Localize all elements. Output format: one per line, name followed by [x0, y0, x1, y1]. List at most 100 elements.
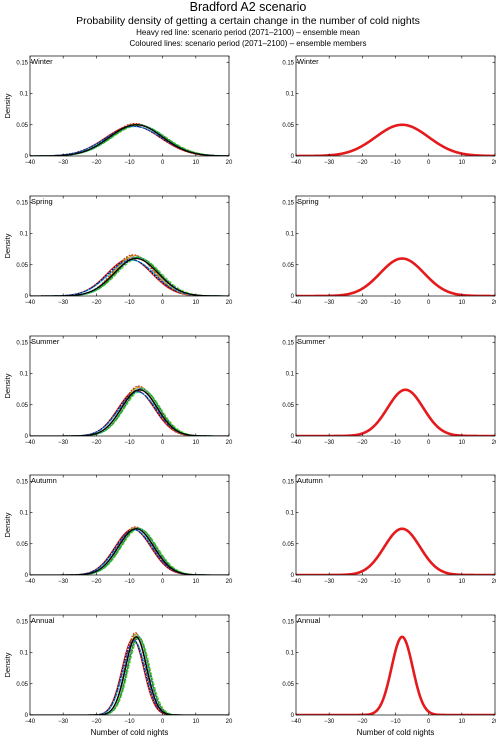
panel-autumn-members: −40 −30 −20 −10 0 10 20 0 0.05 0.1 0.15 Autumn Densi… [3, 474, 233, 585]
y-tick-label: 0.1 [286, 511, 295, 517]
season-label: Spring [31, 197, 53, 206]
y-tick-label: 0.15 [282, 340, 294, 346]
y-tick-label: 0.15 [282, 619, 294, 625]
member-line [30, 124, 229, 156]
x-tick-label: −10 [390, 579, 401, 585]
y-tick-label: 0.05 [16, 542, 28, 548]
x-tick-label: −40 [291, 440, 302, 446]
axes-box [29, 335, 230, 437]
x-tick-label: −30 [324, 579, 335, 585]
member-line [30, 526, 229, 575]
y-tick-label: 0.05 [16, 263, 28, 269]
member-line [30, 125, 229, 156]
x-tick-label: 10 [458, 300, 465, 306]
y-tick-label: 0.1 [20, 372, 29, 378]
x-tick-label: 20 [492, 719, 496, 725]
legend-note-members: Coloured lines: scenario period (2071–21… [129, 39, 367, 48]
figure-title: Bradford A2 scenario [189, 0, 307, 14]
x-tick-label: 10 [458, 160, 465, 166]
y-tick-label: 0.05 [16, 403, 28, 409]
member-line [30, 389, 229, 436]
x-tick-label: −20 [91, 579, 102, 585]
x-tick-label: −20 [357, 300, 368, 306]
x-tick-label: −40 [291, 579, 302, 585]
x-tick-label: −40 [25, 579, 36, 585]
season-label: Summer [31, 337, 60, 346]
x-tick-label: 0 [427, 440, 431, 446]
member-line [30, 123, 229, 156]
figure-subtitle: Probability density of getting a certain… [76, 15, 420, 27]
y-tick-label: 0 [25, 154, 29, 160]
y-tick-label: 0 [291, 434, 295, 440]
x-tick-label: 10 [192, 440, 199, 446]
x-tick-label: 0 [427, 160, 431, 166]
member-line [30, 639, 229, 715]
curves-annual-mean [296, 635, 495, 715]
curves-summer-mean [296, 388, 495, 436]
season-label: Annual [31, 616, 55, 625]
ensemble-mean-line [296, 257, 495, 296]
member-line [30, 124, 229, 156]
curves-winter-mean [296, 123, 495, 156]
member-line [30, 259, 229, 296]
curves-annual-members [30, 631, 229, 715]
x-tick-label: −30 [58, 160, 69, 166]
x-tick-label: −30 [324, 440, 335, 446]
panel-annual-members: −40 −30 −20 −10 0 10 20 0 0.05 0.1 0.15 Annual Densi… [3, 614, 233, 737]
axes-box [295, 335, 496, 437]
member-line [30, 385, 229, 436]
x-tick-label: 20 [226, 300, 233, 306]
x-tick-label: −30 [324, 300, 335, 306]
y-tick-label: 0 [291, 294, 295, 300]
axes-box [295, 55, 496, 157]
y-tick-label: 0 [25, 294, 29, 300]
member-line [30, 258, 229, 296]
ensemble-mean-line [296, 527, 495, 575]
x-tick-label: −10 [390, 719, 401, 725]
y-tick-label: 0 [291, 154, 295, 160]
x-tick-label: 0 [427, 719, 431, 725]
x-tick-label: −30 [58, 719, 69, 725]
panel-summer-members: −40 −30 −20 −10 0 10 20 0 0.05 0.1 0.15 Summer Densi… [3, 335, 233, 446]
x-tick-label: −40 [291, 160, 302, 166]
member-line [30, 259, 229, 296]
x-tick-label: −20 [91, 719, 102, 725]
y-tick-label: 0.1 [286, 232, 295, 238]
x-tick-label: −20 [91, 160, 102, 166]
season-label: Summer [297, 337, 326, 346]
y-tick-label: 0.15 [282, 479, 294, 485]
x-tick-label: 20 [492, 160, 496, 166]
x-tick-label: 10 [458, 719, 465, 725]
x-tick-label: −20 [357, 719, 368, 725]
member-line [30, 256, 229, 296]
x-tick-label: −10 [390, 160, 401, 166]
x-tick-label: −40 [291, 719, 302, 725]
member-line [30, 123, 229, 156]
x-tick-label: −20 [357, 160, 368, 166]
x-tick-label: −10 [124, 719, 135, 725]
curves-winter-members [30, 122, 229, 156]
member-line [30, 126, 229, 156]
season-label: Spring [297, 197, 319, 206]
x-tick-label: −30 [58, 579, 69, 585]
y-tick-label: 0.1 [20, 651, 29, 657]
x-tick-label: 10 [192, 579, 199, 585]
x-tick-label: 0 [161, 160, 165, 166]
member-line [30, 529, 229, 575]
member-line [30, 125, 229, 156]
member-line [30, 124, 229, 156]
x-tick-label: 0 [427, 579, 431, 585]
x-tick-label: 0 [161, 579, 165, 585]
x-tick-label: 20 [492, 579, 496, 585]
x-tick-label: −40 [25, 160, 36, 166]
x-tick-label: −10 [390, 300, 401, 306]
x-tick-label: −20 [357, 440, 368, 446]
x-tick-label: 20 [492, 300, 496, 306]
member-line [30, 125, 229, 156]
member-line [30, 258, 229, 296]
x-tick-label: −20 [91, 300, 102, 306]
y-tick-label: 0.1 [20, 92, 29, 98]
member-line [30, 387, 229, 436]
